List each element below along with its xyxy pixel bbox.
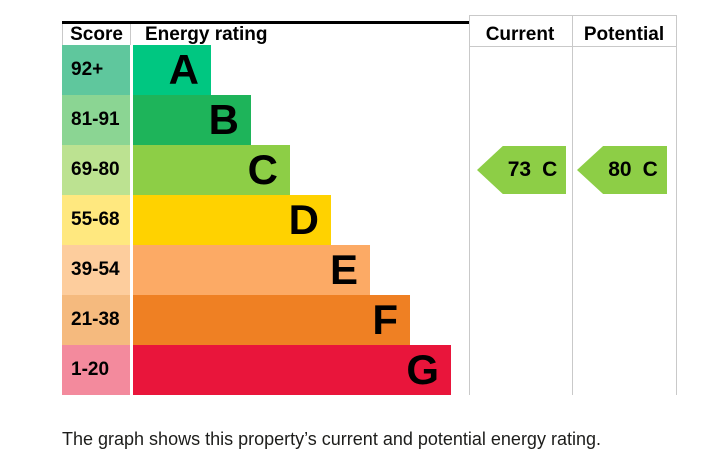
band-bar: A: [133, 45, 211, 95]
band-bar: B: [133, 95, 251, 145]
band-score-range: 81-91: [62, 95, 130, 145]
ratings-panel: [469, 15, 677, 395]
band-letter: B: [208, 96, 239, 143]
band-row-g: 1-20 G: [0, 345, 708, 395]
band-bar: C: [133, 145, 290, 195]
band-bar: F: [133, 295, 410, 345]
band-score-range: 1-20: [62, 345, 130, 395]
chart-top-border: [62, 21, 470, 24]
band-row-b: 81-91 B: [0, 95, 708, 145]
band-letter: F: [372, 296, 398, 343]
band-bar: G: [133, 345, 451, 395]
band-letter: C: [247, 146, 278, 193]
band-row-f: 21-38 F: [0, 295, 708, 345]
current-potential-divider: [572, 16, 573, 395]
energy-rating-column-header: Energy rating: [145, 24, 268, 45]
ratings-header-divider: [470, 46, 676, 47]
band-row-a: 92+ A: [0, 45, 708, 95]
band-score-range: 39-54: [62, 245, 130, 295]
current-rating-letter: C: [542, 158, 558, 181]
band-score-range: 21-38: [62, 295, 130, 345]
potential-rating-value: 80: [608, 158, 632, 181]
band-letter: A: [168, 46, 199, 93]
band-score-range: 55-68: [62, 195, 130, 245]
band-letter: G: [406, 346, 439, 393]
potential-rating-letter: C: [642, 158, 658, 181]
chart-caption: The graph shows this property’s current …: [62, 429, 601, 449]
band-row-d: 55-68 D: [0, 195, 708, 245]
band-letter: D: [288, 196, 319, 243]
current-rating-value: 73: [507, 158, 532, 181]
band-row-c: 69-80 C: [0, 145, 708, 195]
score-column-header: Score: [62, 24, 131, 45]
current-column-header: Current: [485, 24, 555, 45]
band-score-range: 69-80: [62, 145, 130, 195]
band-bar: D: [133, 195, 331, 245]
potential-column-header: Potential: [583, 24, 665, 45]
band-row-e: 39-54 E: [0, 245, 708, 295]
band-score-range: 92+: [62, 45, 130, 95]
band-letter: E: [329, 246, 358, 293]
band-bar: E: [133, 245, 370, 295]
